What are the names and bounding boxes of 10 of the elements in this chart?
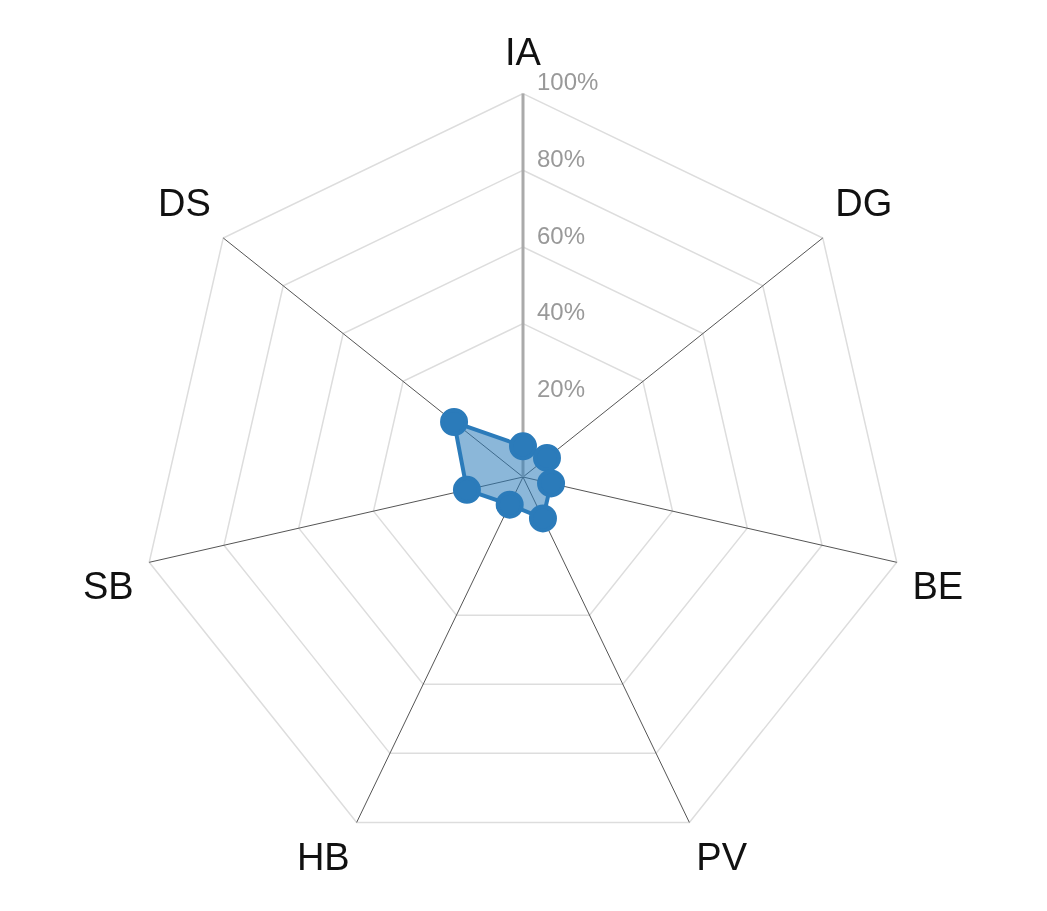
spoke-label: PV bbox=[696, 836, 748, 879]
spoke-label: DG bbox=[835, 181, 893, 224]
spoke-label: BE bbox=[912, 565, 964, 608]
spoke-label: SB bbox=[82, 565, 134, 608]
y-tick-label: 20% bbox=[537, 374, 586, 402]
y-tick-label: 60% bbox=[537, 221, 586, 249]
spoke-label: DS bbox=[157, 181, 211, 224]
y-tick-label: 40% bbox=[537, 298, 586, 326]
y-tick-label: 80% bbox=[537, 144, 586, 172]
spoke-label: HB bbox=[296, 836, 350, 879]
